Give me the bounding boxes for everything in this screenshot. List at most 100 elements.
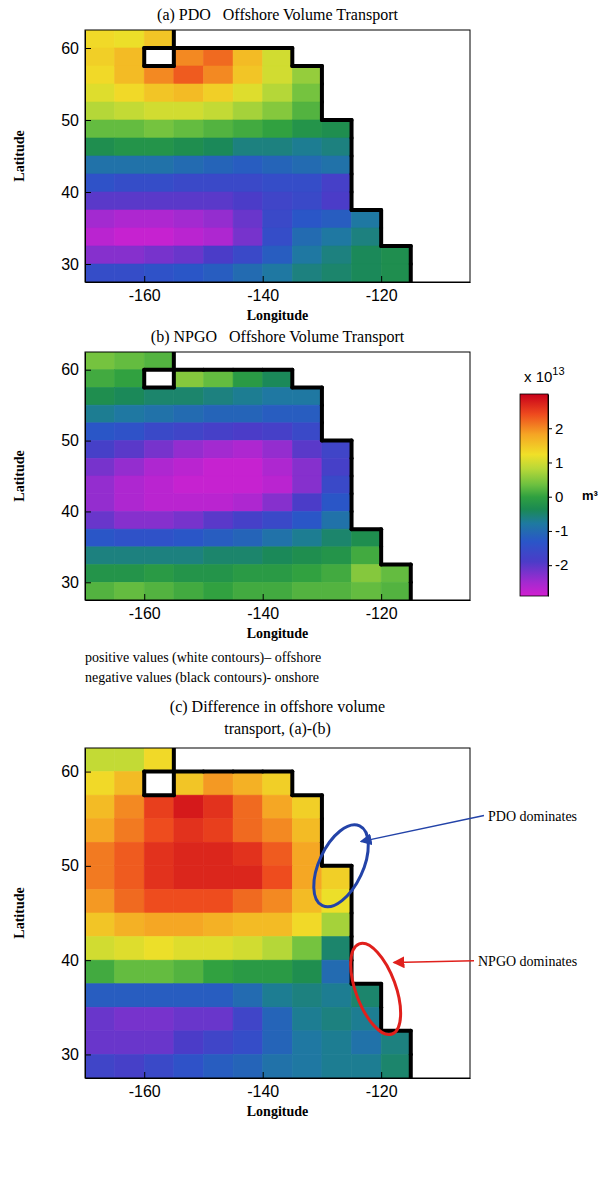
cell bbox=[292, 423, 322, 441]
coastline bbox=[350, 511, 354, 529]
cell bbox=[174, 174, 204, 192]
cell bbox=[263, 174, 293, 192]
cell bbox=[263, 387, 293, 405]
cell bbox=[322, 582, 352, 600]
cell bbox=[203, 210, 233, 228]
x-tick: -160 bbox=[129, 594, 161, 622]
cell bbox=[115, 48, 145, 66]
coastline bbox=[320, 423, 324, 441]
x-axis: -160-140-120 bbox=[86, 594, 471, 622]
cell bbox=[203, 582, 233, 600]
cell bbox=[263, 772, 293, 796]
cell bbox=[233, 476, 263, 494]
coastline bbox=[379, 1007, 383, 1031]
y-tick: 30 bbox=[61, 574, 91, 591]
cell bbox=[292, 120, 322, 138]
y-tick-label: 60 bbox=[61, 763, 79, 780]
coastline bbox=[320, 387, 324, 405]
coastline bbox=[263, 46, 293, 50]
multiplier-base: x 10 bbox=[524, 368, 552, 385]
cell bbox=[144, 748, 174, 772]
cell bbox=[115, 352, 145, 370]
cell bbox=[144, 511, 174, 529]
cell bbox=[174, 511, 204, 529]
x-tick-mark bbox=[381, 276, 382, 282]
x-axis-line bbox=[86, 600, 471, 601]
cell bbox=[322, 529, 352, 547]
cell bbox=[203, 494, 233, 512]
coastline bbox=[350, 174, 354, 192]
cell bbox=[144, 120, 174, 138]
cell bbox=[292, 66, 322, 84]
cell bbox=[115, 66, 145, 84]
cell bbox=[174, 458, 204, 476]
colorbar-tick-label: -1 bbox=[555, 522, 568, 539]
cell bbox=[85, 494, 115, 512]
panel-title: (c) Difference in offshore volumetranspo… bbox=[170, 698, 385, 738]
coastline bbox=[350, 138, 354, 156]
cell bbox=[263, 405, 293, 423]
colorbar-unit: m³ bbox=[582, 488, 599, 503]
x-tick-mark bbox=[144, 276, 145, 282]
cell bbox=[144, 795, 174, 819]
coastline bbox=[263, 368, 293, 372]
cell bbox=[292, 210, 322, 228]
cell bbox=[85, 937, 115, 961]
cell bbox=[233, 772, 263, 796]
coastline bbox=[172, 748, 176, 772]
cell bbox=[85, 174, 115, 192]
cell bbox=[203, 913, 233, 937]
x-tick-label: -120 bbox=[366, 605, 398, 622]
coastline bbox=[320, 84, 324, 102]
cell bbox=[85, 913, 115, 937]
cell bbox=[292, 913, 322, 937]
y-tick-label: 40 bbox=[61, 184, 79, 201]
x-tick-label: -160 bbox=[129, 605, 161, 622]
cell bbox=[263, 476, 293, 494]
cell bbox=[292, 441, 322, 459]
cell bbox=[292, 84, 322, 102]
cell bbox=[203, 423, 233, 441]
cell bbox=[85, 547, 115, 565]
x-tick: -120 bbox=[366, 594, 398, 622]
title-line: (b) NPGO Offshore Volume Transport bbox=[151, 328, 405, 346]
y-tick: 50 bbox=[61, 857, 91, 874]
cell bbox=[85, 156, 115, 174]
cell bbox=[144, 156, 174, 174]
cell bbox=[322, 192, 352, 210]
coastline bbox=[322, 864, 352, 868]
cell bbox=[233, 547, 263, 565]
x-axis-title: Longitude bbox=[247, 1104, 308, 1119]
x-tick: -160 bbox=[129, 1072, 161, 1100]
cell bbox=[144, 228, 174, 246]
annotation-ellipse bbox=[302, 817, 379, 915]
cell bbox=[233, 866, 263, 890]
x-tick-mark bbox=[381, 1072, 382, 1078]
cell bbox=[174, 370, 204, 388]
cell bbox=[115, 441, 145, 459]
cell bbox=[85, 423, 115, 441]
cell bbox=[322, 476, 352, 494]
cell bbox=[144, 565, 174, 583]
coastline bbox=[350, 494, 354, 512]
cell bbox=[233, 889, 263, 913]
cell bbox=[144, 547, 174, 565]
x-tick: -120 bbox=[366, 276, 398, 304]
plot-frame bbox=[85, 748, 470, 1078]
coastline bbox=[144, 793, 174, 797]
coastline bbox=[144, 385, 174, 389]
cell bbox=[174, 1031, 204, 1055]
coastline bbox=[292, 793, 322, 797]
coastline bbox=[320, 795, 324, 819]
cell bbox=[263, 984, 293, 1008]
coastline bbox=[379, 210, 383, 228]
cell bbox=[292, 511, 322, 529]
colorbar-tick-label: 2 bbox=[555, 420, 563, 437]
y-tick-mark bbox=[85, 192, 91, 193]
coastline bbox=[172, 30, 176, 48]
x-tick-label: -160 bbox=[129, 1083, 161, 1100]
cell bbox=[263, 370, 293, 388]
y-axis-line bbox=[85, 353, 86, 601]
y-tick: 40 bbox=[61, 503, 91, 520]
cell bbox=[115, 960, 145, 984]
